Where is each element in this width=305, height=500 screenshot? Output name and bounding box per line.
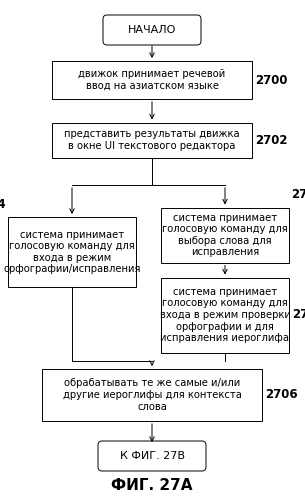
Text: обрабатывать те же самые и/или
другие иероглифы для контекста
слова: обрабатывать те же самые и/или другие ие…: [63, 378, 242, 412]
Text: система принимает
голосовую команду для
входа в режим
орфографии/исправления: система принимает голосовую команду для …: [3, 230, 141, 274]
Bar: [52, 61, 252, 99]
Bar: [52, 122, 252, 158]
Text: ФИГ. 27А: ФИГ. 27А: [111, 478, 193, 494]
FancyBboxPatch shape: [103, 15, 201, 45]
Text: система принимает
голосовую команду для
выбора слова для
исправления: система принимает голосовую команду для …: [162, 212, 288, 258]
Text: НАЧАЛО: НАЧАЛО: [128, 25, 176, 35]
Text: движок принимает речевой
ввод на азиатском языке: движок принимает речевой ввод на азиатск…: [78, 69, 226, 91]
Text: представить результаты движка
в окне UI текстового редактора: представить результаты движка в окне UI …: [64, 129, 240, 151]
FancyBboxPatch shape: [98, 441, 206, 471]
Bar: [8, 217, 136, 287]
Text: К ФИГ. 27В: К ФИГ. 27В: [120, 451, 185, 461]
Bar: [161, 278, 289, 352]
Text: система принимает
голосовую команду для
входа в режим проверки
орфографии и для
: система принимает голосовую команду для …: [160, 287, 290, 343]
Text: 2700: 2700: [255, 74, 288, 86]
Bar: [161, 208, 289, 262]
Text: 2706: 2706: [265, 388, 298, 402]
Text: 2702: 2702: [255, 134, 288, 146]
Text: 2710: 2710: [292, 308, 305, 322]
Bar: [42, 369, 262, 421]
Text: 2704: 2704: [0, 198, 6, 211]
Text: 2708: 2708: [291, 188, 305, 202]
